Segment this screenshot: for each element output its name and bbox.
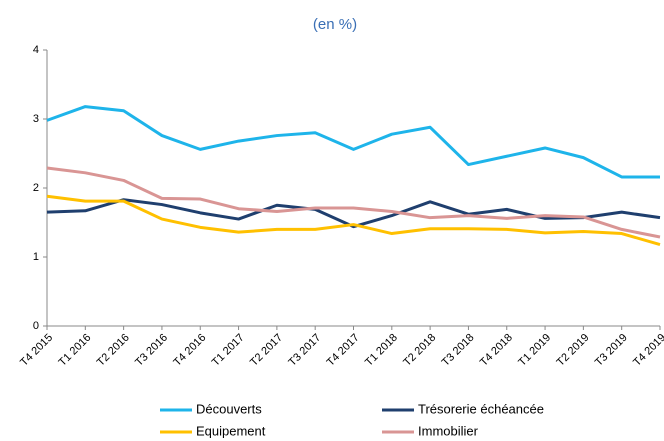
x-tick-label: T4 2018 xyxy=(478,332,515,369)
x-tick-label: T4 2019 xyxy=(631,332,664,369)
series-line xyxy=(46,194,661,247)
y-tick-label: 4 xyxy=(33,44,39,56)
x-tick-label: T3 2019 xyxy=(593,332,630,369)
x-tick-label: T1 2017 xyxy=(210,332,247,369)
series-line xyxy=(46,166,661,239)
legend-label: Découverts xyxy=(196,401,262,416)
x-tick-label: T3 2018 xyxy=(440,332,477,369)
x-tick-label: T4 2017 xyxy=(325,332,362,369)
x-tick-label: T3 2016 xyxy=(133,332,170,369)
x-tick-label: T1 2018 xyxy=(363,332,400,369)
y-tick-label: 2 xyxy=(33,182,39,194)
x-tick-label: T2 2017 xyxy=(248,332,285,369)
x-tick-label: T4 2016 xyxy=(171,332,208,369)
x-tick-label: T1 2019 xyxy=(516,332,553,369)
series-line xyxy=(46,105,660,179)
chart-title: (en %) xyxy=(313,16,357,33)
legend-label: Trésorerie échéancée xyxy=(418,401,544,416)
y-tick-label: 3 xyxy=(33,113,39,125)
legend-label: Immobilier xyxy=(418,423,479,438)
y-tick-label: 1 xyxy=(33,251,39,263)
y-tick-label: 0 xyxy=(33,320,39,332)
x-tick-label: T1 2016 xyxy=(56,332,93,369)
x-tick-label: T2 2019 xyxy=(555,332,592,369)
legend-label: Equipement xyxy=(196,423,266,438)
x-tick-label: T4 2015 xyxy=(18,332,55,369)
series-line xyxy=(46,198,661,229)
x-tick-label: T2 2016 xyxy=(95,332,132,369)
x-tick-label: T3 2017 xyxy=(286,332,323,369)
x-tick-label: T2 2018 xyxy=(401,332,438,369)
